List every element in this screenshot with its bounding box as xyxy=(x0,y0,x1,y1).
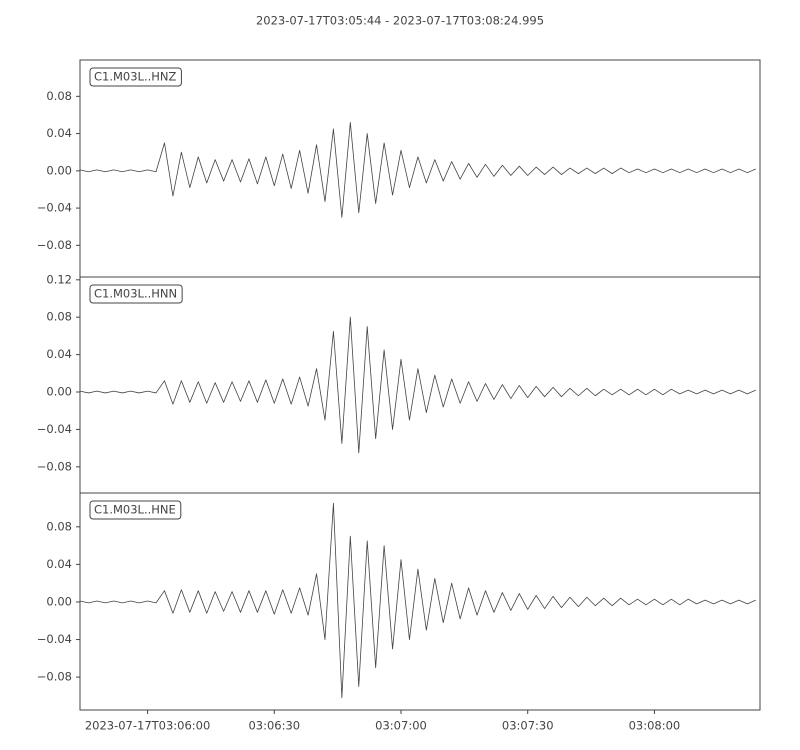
y-tick-label: −0.04 xyxy=(37,632,72,646)
y-tick-label: 0.08 xyxy=(46,89,72,103)
y-tick-label: 0.00 xyxy=(46,594,72,608)
x-tick-label: 03:08:00 xyxy=(629,719,681,733)
y-tick-label: 0.04 xyxy=(46,557,72,571)
panel-frame xyxy=(79,59,761,278)
y-tick-label: 0.00 xyxy=(46,385,72,399)
y-tick-label: 0.12 xyxy=(46,272,72,286)
waveform xyxy=(79,122,756,218)
trace-label-box xyxy=(89,284,183,304)
y-tick-label: 0.04 xyxy=(46,347,72,361)
y-tick-label: 0.08 xyxy=(46,519,72,533)
trace-label: C1.M03L..HNN xyxy=(94,287,177,301)
y-tick-label: 0.04 xyxy=(46,126,72,140)
trace-label-box xyxy=(89,67,182,87)
y-tick-label: −0.04 xyxy=(37,422,72,436)
figure-title: 2023-07-17T03:05:44 - 2023-07-17T03:08:2… xyxy=(256,14,544,28)
waveform xyxy=(79,316,756,454)
x-tick-label: 2023-07-17T03:06:00 xyxy=(85,719,211,733)
y-tick-label: −0.08 xyxy=(37,459,72,473)
x-tick-label: 03:07:00 xyxy=(375,719,427,733)
y-tick-label: 0.00 xyxy=(46,163,72,177)
y-tick-label: −0.04 xyxy=(37,201,72,215)
x-tick-label: 03:06:30 xyxy=(248,719,300,733)
y-tick-label: −0.08 xyxy=(37,238,72,252)
y-tick-label: −0.08 xyxy=(37,670,72,684)
panel-frame xyxy=(79,276,761,494)
trace-label: C1.M03L..HNZ xyxy=(94,70,177,84)
trace-label-box xyxy=(89,500,182,520)
trace-label: C1.M03L..HNE xyxy=(94,503,176,517)
x-tick-label: 03:07:30 xyxy=(502,719,554,733)
waveform xyxy=(79,502,756,699)
y-tick-label: 0.08 xyxy=(46,310,72,324)
